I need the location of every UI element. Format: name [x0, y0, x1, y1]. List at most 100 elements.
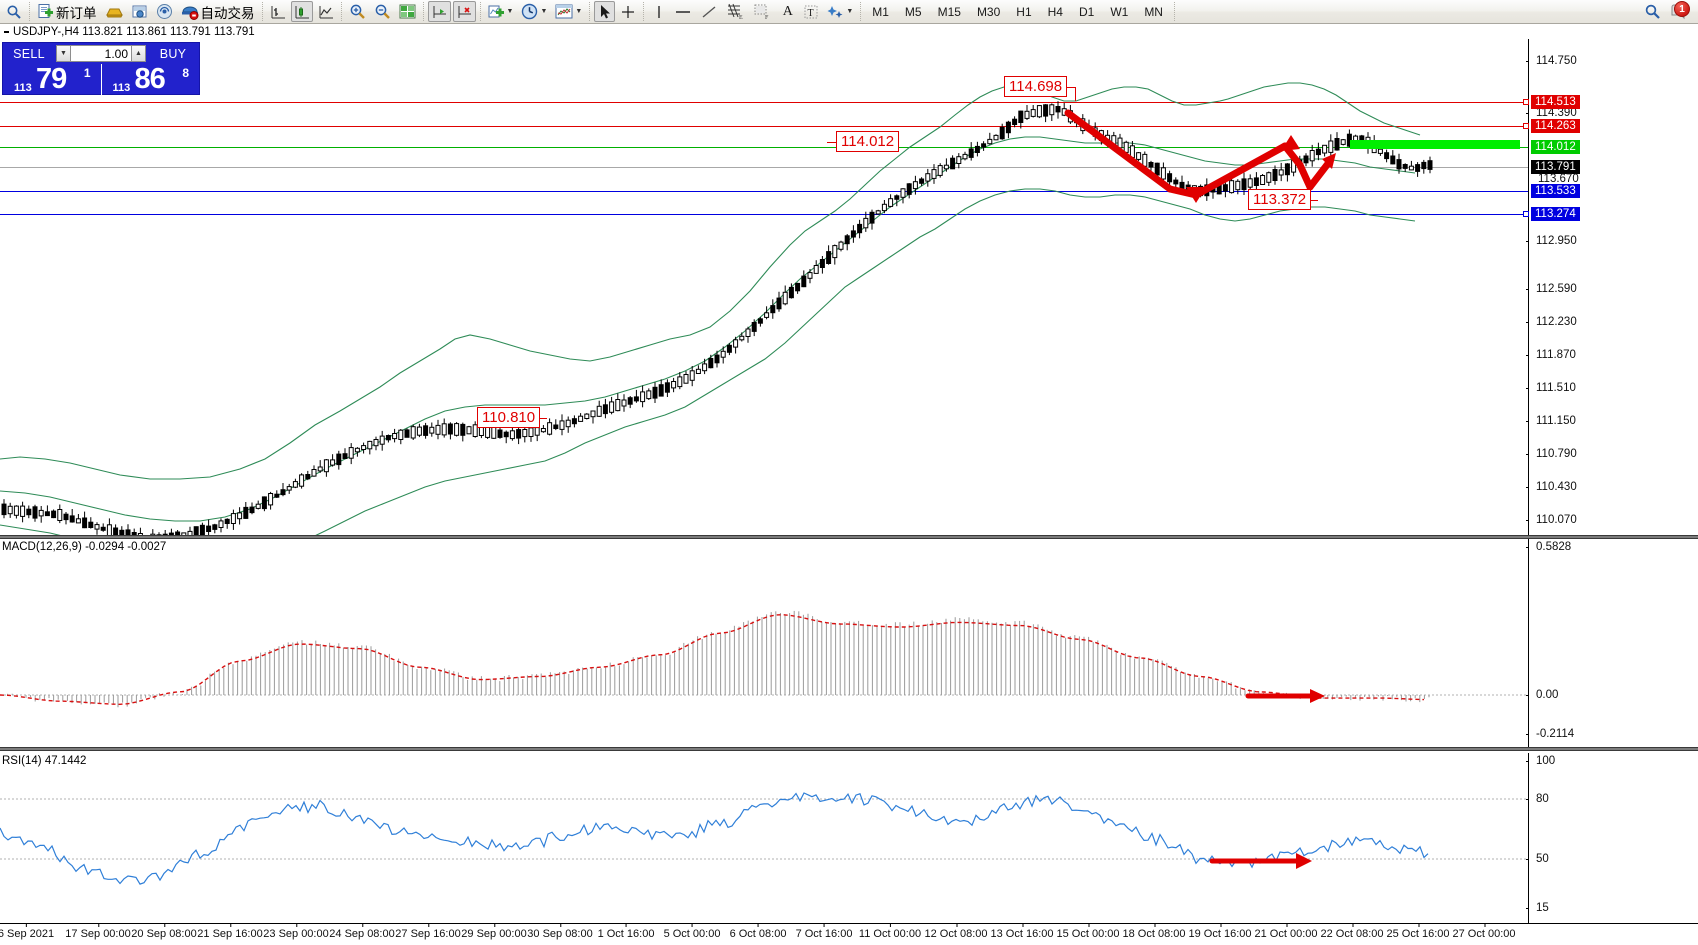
shift-end-icon[interactable]: [427, 1, 451, 22]
shapes-icon[interactable]: ▼: [824, 1, 856, 22]
trendline-icon[interactable]: [697, 1, 721, 22]
time-tick-label: 24 Sep 08:00: [329, 923, 395, 940]
templates-icon[interactable]: ▼: [552, 1, 585, 22]
pane-separator-1[interactable]: [0, 535, 1698, 539]
signals-icon[interactable]: [153, 1, 176, 22]
price-label-113670[interactable]: 113.670: [1538, 173, 1579, 185]
macd-axis[interactable]: 0.5828 0.00 -0.2114: [1525, 539, 1698, 751]
timeframe-mn[interactable]: MN: [1144, 4, 1163, 19]
sell-price-display[interactable]: 113 79 1: [3, 64, 101, 95]
zoom-out-icon[interactable]: [371, 1, 394, 22]
level-line-114513[interactable]: [0, 102, 1528, 103]
level-handle[interactable]: [1523, 211, 1529, 217]
sell-button[interactable]: SELL: [13, 46, 45, 61]
macd-arrow-head: [1310, 689, 1325, 703]
price-label-114012[interactable]: 114.012: [1531, 140, 1580, 154]
crosshair-icon[interactable]: [617, 1, 639, 22]
buy-price-display[interactable]: 113 86 8: [100, 64, 200, 95]
periods-icon[interactable]: ▼: [518, 1, 550, 22]
cursor-icon[interactable]: [594, 1, 616, 22]
arrow-head-down: [1186, 187, 1206, 203]
volume-increase-button[interactable]: ▲: [131, 45, 146, 62]
rsi-arrow-head: [1296, 853, 1312, 869]
auto-scroll-icon[interactable]: [452, 1, 476, 22]
macd-chart-svg: [0, 610, 1528, 708]
horizontal-line-icon[interactable]: [671, 1, 695, 22]
timeframe-w1[interactable]: W1: [1110, 4, 1129, 19]
callout-110810[interactable]: 110.810: [477, 407, 548, 429]
price-tick: 110.070: [1526, 514, 1577, 526]
chevron-down-icon[interactable]: ▼: [540, 8, 548, 15]
text-label-icon[interactable]: T: [800, 1, 822, 22]
level-line-113274[interactable]: [0, 214, 1528, 215]
gold-bar-icon[interactable]: [102, 1, 126, 22]
text-icon[interactable]: A: [782, 3, 793, 19]
time-tick-label: 23 Sep 00:00: [263, 923, 329, 940]
rsi-axis[interactable]: 100 80 50 15: [1525, 753, 1698, 923]
macd-plot[interactable]: [0, 539, 1528, 751]
buy-price-point: 8: [182, 66, 189, 80]
time-tick-label: 15 Oct 00:00: [1056, 923, 1120, 940]
price-label-113791[interactable]: 113.791: [1531, 160, 1580, 174]
chevron-down-icon[interactable]: ▼: [575, 8, 583, 15]
zoom-in-icon[interactable]: [346, 1, 369, 22]
buy-price-prefix: 113: [112, 82, 131, 94]
one-click-trading-panel[interactable]: SELL ▼ 1.00 ▲ BUY 113 79 1 113 86 8: [2, 42, 200, 95]
fibonacci-icon[interactable]: E: [723, 1, 748, 22]
time-tick-label: 27 Sep 16:00: [395, 923, 461, 940]
timeframe-h1[interactable]: H1: [1016, 4, 1032, 19]
volume-decrease-button[interactable]: ▼: [56, 45, 71, 62]
price-pane[interactable]: 114.698 114.012 110.810 109.112 113.372: [0, 39, 1698, 625]
chevron-down-icon[interactable]: ▼: [846, 8, 854, 15]
level-handle[interactable]: [1523, 123, 1529, 129]
volume-stepper[interactable]: ▼ 1.00 ▲: [56, 45, 146, 62]
symbol-info-bar: USDJPY-,H4 113.821 113.861 113.791 113.7…: [0, 25, 1698, 39]
price-label-114513[interactable]: 114.513: [1531, 95, 1580, 109]
timeframe-m15[interactable]: M15: [937, 4, 961, 19]
callout-114698[interactable]: 114.698: [1004, 76, 1077, 101]
level-line-114263[interactable]: [0, 126, 1528, 127]
volume-input[interactable]: 1.00: [71, 45, 131, 62]
timeframe-d1[interactable]: D1: [1078, 4, 1095, 19]
terminal-icon[interactable]: [128, 1, 151, 22]
chevron-down-icon[interactable]: ▼: [506, 8, 514, 15]
callout-113372[interactable]: 113.372: [1248, 189, 1319, 211]
vertical-line-icon[interactable]: [648, 1, 669, 22]
callout-114012[interactable]: 114.012: [827, 131, 900, 153]
search-icon[interactable]: [1641, 1, 1664, 22]
rsi-pane[interactable]: RSI(14) 47.1442 100 80 50 15: [0, 753, 1698, 923]
channel-icon[interactable]: F: [750, 1, 775, 22]
trade-panel-prices: 113 79 1 113 86 8: [3, 64, 199, 95]
buy-button[interactable]: BUY: [159, 46, 187, 61]
timeframe-m1[interactable]: M1: [872, 4, 889, 19]
price-axis[interactable]: 114.750 114.390 112.950 112.590 112.230 111.8…: [1523, 39, 1698, 625]
magnifier-icon[interactable]: [3, 1, 25, 22]
notifications-icon[interactable]: 1: [1666, 1, 1690, 22]
line-chart-icon[interactable]: [315, 1, 337, 22]
auto-trading-button[interactable]: 自动交易: [178, 1, 258, 22]
rsi-chart-svg: [0, 792, 1528, 885]
tile-windows-icon[interactable]: [396, 1, 419, 22]
pane-separator-2[interactable]: [0, 747, 1698, 751]
level-line-114012[interactable]: [0, 147, 1528, 148]
price-label-113274[interactable]: 113.274: [1531, 207, 1580, 221]
timeframe-m30[interactable]: M30: [976, 4, 1001, 19]
new-order-button[interactable]: 新订单: [34, 1, 100, 22]
rsi-plot[interactable]: [0, 753, 1528, 923]
time-axis[interactable]: 6 Sep 2021 17 Sep 00:00 20 Sep 08:00 21 Sep…: [0, 923, 1698, 945]
macd-pane[interactable]: MACD(12,26,9) -0.0294 -0.0027 0.5828 0.00…: [0, 539, 1698, 751]
price-plot[interactable]: 114.698 114.012 110.810 109.112 113.372: [0, 39, 1528, 537]
bar-chart-icon[interactable]: [267, 1, 289, 22]
toolbar-divider: [643, 2, 645, 21]
indicators-icon[interactable]: ▼: [485, 1, 517, 22]
timeframe-m5[interactable]: M5: [904, 4, 922, 19]
level-line-113791[interactable]: [0, 167, 1528, 168]
time-tick-label: 27 Oct 00:00: [1452, 923, 1516, 940]
timeframe-h4[interactable]: H4: [1047, 4, 1063, 19]
price-tick: 111.510: [1526, 382, 1576, 394]
price-label-113533[interactable]: 113.533: [1531, 184, 1580, 198]
level-handle[interactable]: [1523, 99, 1529, 105]
chart-area[interactable]: 114.698 114.012 110.810 109.112 113.372: [0, 39, 1698, 945]
price-label-114263[interactable]: 114.263: [1531, 119, 1580, 133]
candlestick-chart-icon[interactable]: [290, 1, 313, 22]
